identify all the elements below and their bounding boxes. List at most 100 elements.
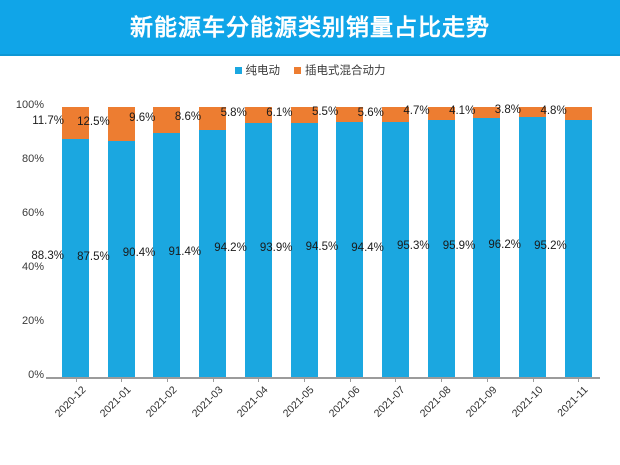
bar-segment-bev[interactable] [244,122,272,377]
data-label-bev: 95.2% [534,240,567,253]
x-axis-tick-label: 2021-08 [417,384,454,420]
bar-segment-bev[interactable] [107,140,135,377]
bar-segment-phev[interactable] [427,107,455,120]
data-label-phev: 5.5% [311,106,339,119]
data-label-bev: 93.9% [259,242,293,255]
data-label-phev: 4.1% [449,104,476,117]
data-label-bev: 94.5% [305,241,339,254]
x-axis-tick [349,377,351,382]
legend-item-bev[interactable]: 纯电动 [234,62,281,78]
bar-segment-phev[interactable] [473,107,501,119]
bar-group[interactable] [336,86,364,378]
data-label-phev: 3.8% [494,104,521,117]
square-swatch-icon [294,66,301,74]
x-axis-tick [578,377,580,382]
bar-segment-bev[interactable] [336,121,364,377]
bar-group[interactable] [153,86,181,378]
x-axis-tick-label: 2021-06 [326,384,363,420]
bar-segment-phev[interactable] [107,107,135,141]
x-axis-tick-label: 2021-07 [372,384,408,420]
bar-group[interactable] [427,86,455,378]
bar-segment-phev[interactable] [519,107,546,118]
bar-segment-phev[interactable] [336,107,364,122]
title-band: 新能源车分能源类别销量占比走势 [0,0,620,56]
x-axis-tick [212,377,214,382]
bar-segment-bev[interactable] [153,132,181,377]
data-label-bev: 87.5% [77,250,110,263]
x-axis-tick [75,377,77,382]
bar-group[interactable] [244,86,272,378]
bar-segment-bev[interactable] [519,117,546,377]
bar-group[interactable] [199,86,227,378]
data-label-bev: 91.4% [168,245,202,258]
x-axis-tick [441,377,443,382]
bar-group[interactable] [381,86,409,378]
data-label-phev: 4.7% [403,105,430,118]
x-axis-tick [258,377,260,382]
legend-item-label: 纯电动 [245,65,281,77]
x-axis-tick-label: 2020-12 [52,384,88,420]
bar-segment-phev[interactable] [244,107,272,123]
bar-segment-phev[interactable] [381,107,409,123]
x-axis-tick-label: 2021-03 [189,384,226,420]
data-label-phev: 9.6% [129,111,156,124]
data-label-bev: 95.3% [396,240,430,253]
data-label-bev: 94.4% [351,241,384,254]
bar-segment-phev[interactable] [564,107,592,120]
data-label-phev: 5.8% [220,106,247,119]
x-axis-tick-label: 2021-02 [143,384,180,420]
page-title: 新能源车分能源类别销量占比走势 [130,14,490,40]
y-axis-tick-label: 20% [21,315,44,327]
bar-group[interactable] [290,86,318,378]
x-axis-tick-label: 2021-10 [509,384,545,420]
bar-segment-phev[interactable] [153,107,181,133]
bar-group[interactable] [519,86,546,378]
bar-segment-bev[interactable] [427,119,455,377]
data-label-phev: 8.6% [174,110,202,123]
legend-item-phev[interactable]: 插电式混合动力 [294,62,386,78]
bar-segment-phev[interactable] [62,107,89,139]
data-label-bev: 94.2% [214,241,247,254]
data-label-phev: 6.1% [266,107,293,120]
data-label-bev: 88.3% [31,249,64,262]
y-axis-tick-label: 60% [21,207,44,219]
legend-item-label: 插电式混合动力 [305,65,386,77]
chart-legend: 纯电动 插电式混合动力 [0,60,620,80]
y-axis-tick-label: 40% [21,261,44,273]
x-axis-tick-label: 2021-09 [463,384,500,420]
x-axis-tick [166,377,168,382]
y-axis-tick-label: 0% [28,369,44,381]
x-axis-tick-label: 2021-01 [97,384,134,420]
y-axis-tick-label: 80% [21,153,44,165]
bar-segment-bev[interactable] [62,138,89,377]
bar-segment-bev[interactable] [290,123,318,377]
bar-segment-bev[interactable] [473,118,501,377]
data-label-phev: 12.5% [77,115,110,128]
x-axis-tick-label: 2021-11 [555,384,591,420]
x-axis-tick-label: 2021-05 [280,384,317,420]
x-axis-tick [486,377,488,382]
bar-group[interactable] [564,86,592,378]
data-label-bev: 90.4% [122,246,156,259]
bar-segment-phev[interactable] [290,107,318,124]
data-label-bev: 95.9% [442,239,476,252]
bar-group[interactable] [473,86,501,378]
x-axis-line [46,377,600,379]
x-axis-tick [304,377,305,382]
data-label-phev: 4.8% [540,105,567,118]
square-swatch-icon [234,66,242,74]
x-axis-tick-label: 2021-04 [235,384,271,420]
y-axis-tick-label: 100% [15,99,44,111]
bar-segment-bev[interactable] [564,119,592,377]
bar-segment-bev[interactable] [199,130,227,377]
bar-segment-phev[interactable] [199,107,227,131]
data-label-phev: 5.6% [357,106,384,119]
data-label-bev: 96.2% [488,239,521,252]
bar-group[interactable] [62,86,89,378]
x-axis-tick [532,377,534,382]
data-label-phev: 11.7% [32,114,64,127]
chart-plot-area: 0% 20% 40% 60% 80% 100% 2020-12 2021-01 2021-02… [0,86,620,465]
x-axis-tick [395,377,397,382]
bar-segment-bev[interactable] [381,122,409,377]
bar-group[interactable] [107,86,135,378]
